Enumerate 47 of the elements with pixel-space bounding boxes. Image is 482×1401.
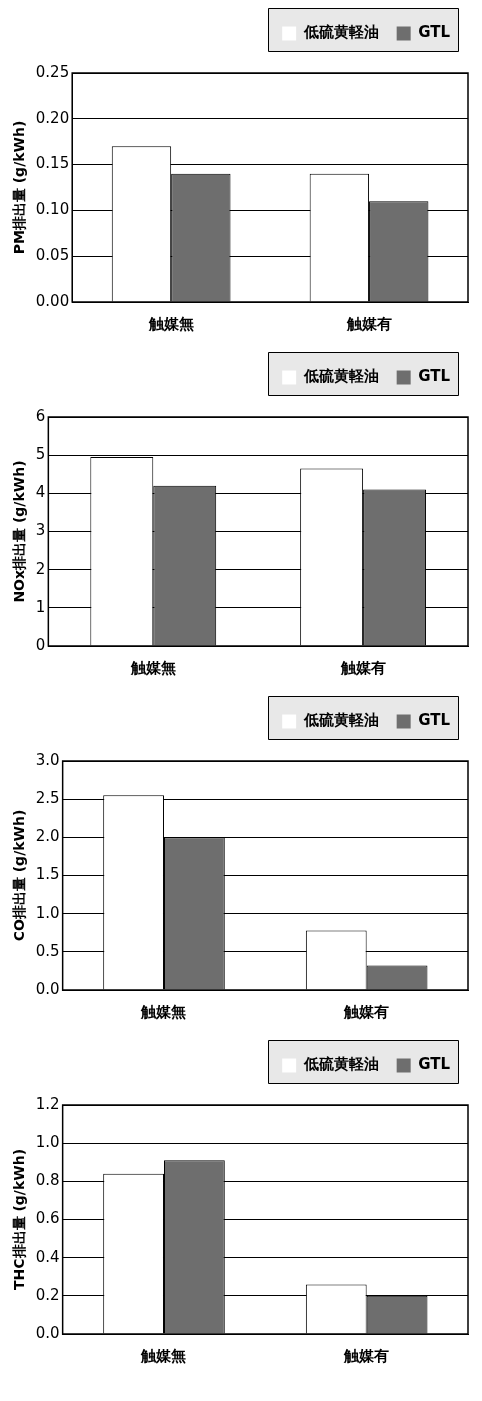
y-tick-label: 0.5 (35, 941, 60, 960)
x-tick-label: 触媒有 (345, 314, 392, 333)
y-tick-label: 0.4 (35, 1247, 60, 1266)
y-tick-label: 1 (35, 597, 46, 616)
y-tick-label: 5 (35, 445, 46, 464)
legend-label: 低硫黄軽油 (302, 23, 379, 42)
x-tick-label: 触媒有 (339, 658, 386, 677)
y-tick-label: 0.00 (35, 291, 70, 310)
y-tick-label: 2.0 (35, 827, 60, 846)
x-tick-label: 触媒無 (140, 1346, 187, 1365)
legend-label: 低硫黄軽油 (302, 711, 379, 730)
x-tick-label: 触媒無 (129, 658, 176, 677)
legend-label: 低硫黄軽油 (302, 1055, 379, 1074)
y-tick-label: 0.25 (35, 62, 70, 81)
x-tick-label: 触媒有 (343, 1346, 390, 1365)
y-axis-title: PM排出量 (g/kWh) (11, 120, 28, 255)
y-tick-label: 3 (35, 521, 46, 540)
legend-label: 低硫黄軽油 (302, 367, 379, 386)
y-tick-label: 0.0 (35, 1323, 60, 1342)
y-tick-label: 1.2 (35, 1094, 60, 1113)
legend-label: GTL (418, 23, 451, 42)
y-tick-label: 0.6 (35, 1209, 60, 1228)
y-tick-label: 1.0 (35, 903, 60, 922)
y-tick-label: 0.20 (35, 108, 70, 127)
y-tick-label: 6 (35, 406, 46, 425)
y-tick-label: 0.8 (35, 1171, 60, 1190)
y-tick-label: 1.0 (35, 1133, 60, 1152)
legend-label: GTL (418, 1055, 451, 1074)
y-axis-title: NOx排出量 (g/kWh) (11, 460, 28, 603)
y-tick-label: 3.0 (35, 750, 60, 769)
y-tick-label: 0.10 (35, 200, 70, 219)
legend-label: GTL (418, 367, 451, 386)
x-tick-label: 触媒無 (147, 314, 194, 333)
y-tick-label: 1.5 (35, 865, 60, 884)
y-tick-label: 4 (35, 483, 46, 502)
y-tick-label: 0.05 (35, 246, 70, 265)
y-tick-label: 2.5 (35, 789, 60, 808)
y-tick-label: 0.0 (35, 979, 60, 998)
y-tick-label: 2 (35, 559, 46, 578)
legend-label: GTL (418, 711, 451, 730)
y-tick-label: 0.2 (35, 1285, 60, 1304)
x-tick-label: 触媒無 (140, 1002, 187, 1021)
y-axis-title: THC排出量 (g/kWh) (11, 1148, 28, 1291)
y-tick-label: 0 (35, 635, 46, 654)
y-tick-label: 0.15 (35, 154, 70, 173)
x-tick-label: 触媒有 (343, 1002, 390, 1021)
y-axis-title: CO排出量 (g/kWh) (11, 809, 28, 942)
